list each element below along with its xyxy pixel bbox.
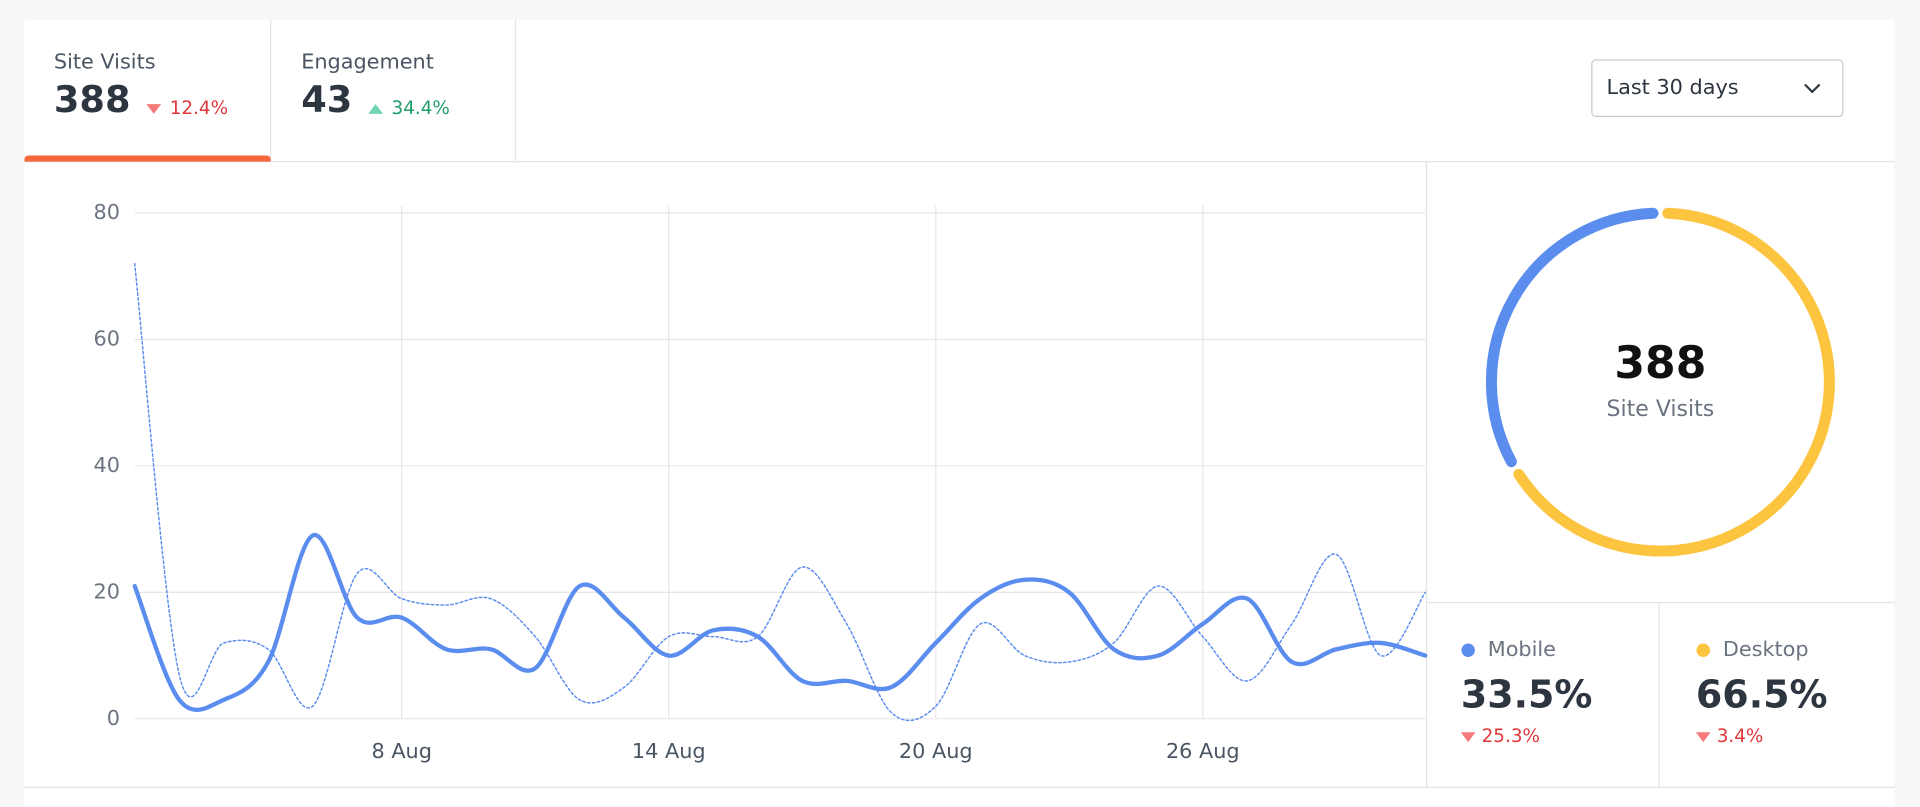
legend-change: 25.3% xyxy=(1482,726,1540,747)
legend-value: 33.5% xyxy=(1461,672,1593,716)
tab-label[interactable]: Site Visits xyxy=(54,49,156,73)
range-dropdown[interactable]: Last 30 days xyxy=(1591,59,1844,117)
legend-label: Mobile xyxy=(1488,637,1556,661)
y-tick-label: 0 xyxy=(107,706,120,730)
trend-down-icon xyxy=(1460,732,1476,743)
chevron[interactable] xyxy=(1804,83,1821,94)
comparison-line xyxy=(133,262,1427,722)
dropdown-label[interactable]: Last 30 days xyxy=(1607,75,1739,99)
legend-dot xyxy=(1696,643,1710,657)
tab-label[interactable]: Engagement xyxy=(301,49,434,73)
trend-down-icon xyxy=(1695,732,1711,743)
active-tab-indicator xyxy=(24,155,271,162)
x-tick-label: 8 Aug xyxy=(371,739,431,763)
legend-label: Desktop xyxy=(1723,637,1809,661)
legend-change: 3.4% xyxy=(1717,726,1764,747)
donut-center-value: 388 xyxy=(1614,338,1706,389)
series-line xyxy=(132,533,1428,712)
trend-down-icon xyxy=(146,104,162,114)
y-tick-label: 60 xyxy=(94,327,120,351)
trend-up-icon xyxy=(368,104,383,114)
tab-change[interactable]: 12.4% xyxy=(170,98,228,119)
tab-change[interactable]: 34.4% xyxy=(392,98,450,119)
y-tick-label: 40 xyxy=(94,453,120,477)
tab-value[interactable]: 43 xyxy=(301,78,352,121)
x-tick-label: 14 Aug xyxy=(632,739,706,763)
x-tick-label: 26 Aug xyxy=(1166,739,1240,763)
donut-segment xyxy=(1513,207,1835,557)
y-tick-label: 80 xyxy=(94,200,120,224)
x-tick-label: 20 Aug xyxy=(899,739,973,763)
card xyxy=(24,19,1895,807)
y-tick-label: 20 xyxy=(94,579,120,603)
dropdown-box[interactable] xyxy=(1591,59,1844,117)
donut-segment xyxy=(1485,207,1659,468)
tab-value[interactable]: 388 xyxy=(54,78,131,121)
donut-center-label: Site Visits xyxy=(1607,397,1715,422)
legend-dot xyxy=(1461,643,1475,657)
legend-value: 66.5% xyxy=(1696,672,1828,716)
